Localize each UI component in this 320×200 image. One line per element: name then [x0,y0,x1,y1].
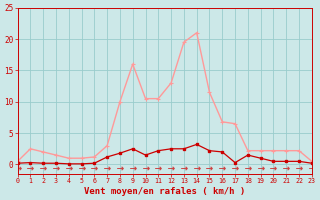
X-axis label: Vent moyen/en rafales ( km/h ): Vent moyen/en rafales ( km/h ) [84,187,245,196]
